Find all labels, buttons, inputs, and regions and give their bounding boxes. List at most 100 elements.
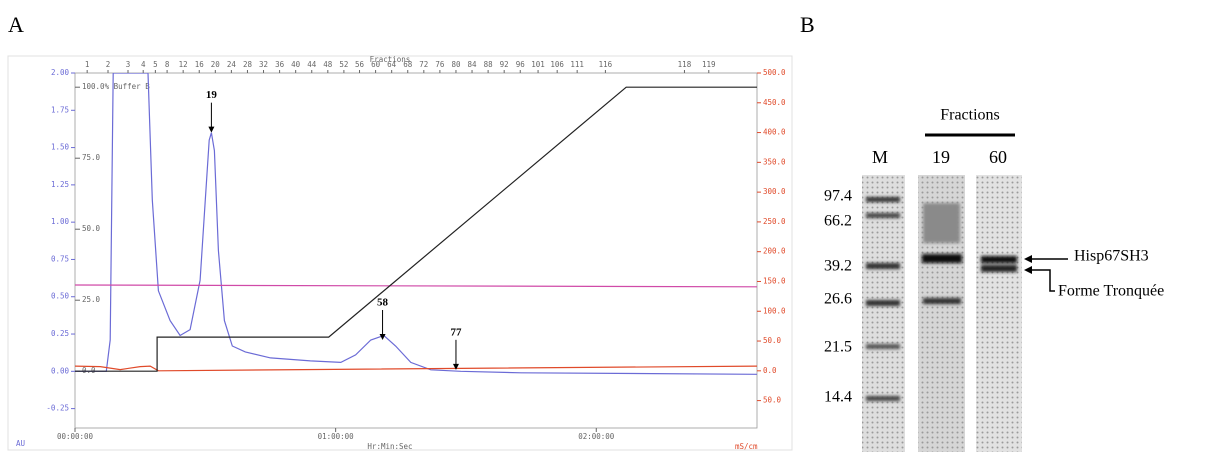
- arrowhead: [379, 333, 386, 340]
- y-tick-label: 1.50: [51, 143, 70, 152]
- y-tick-label: 1.00: [51, 217, 70, 226]
- fraction-label: 119: [702, 60, 716, 69]
- fraction-label: 60: [371, 60, 381, 69]
- arrowhead: [1024, 255, 1032, 263]
- series-line: [75, 73, 757, 375]
- fraction-label: 12: [179, 60, 188, 69]
- series-line: [75, 86, 757, 372]
- plot-area: [74, 72, 758, 429]
- fraction-label: 5: [153, 60, 158, 69]
- fraction-label: 3: [126, 60, 131, 69]
- annotation: 19: [206, 89, 218, 101]
- y2-tick-label: 200.0: [763, 247, 786, 256]
- fraction-label: 16: [195, 60, 205, 69]
- y-axis-title: AU: [16, 439, 25, 448]
- fraction-label: 111: [570, 60, 584, 69]
- y2-tick-label: 500.0: [763, 68, 786, 77]
- gel: Fractions M 19 60 Hisp67SH3 Forme Tron: [862, 107, 1164, 452]
- lane: [862, 175, 905, 452]
- y3-tick-label: 50.0: [82, 224, 101, 233]
- plot-lines: [75, 73, 757, 375]
- panel-label: A: [8, 12, 24, 37]
- marker-label: 26.6: [824, 291, 852, 308]
- y-tick-label: 0.50: [51, 292, 70, 301]
- marker-label: 97.4: [824, 188, 852, 205]
- fraction-label: 92: [500, 60, 509, 69]
- marker-label: 21.5: [824, 339, 852, 356]
- fraction-label: 36: [275, 60, 285, 69]
- y2-tick-label: 150.0: [763, 276, 786, 285]
- fraction-label: 118: [678, 60, 692, 69]
- y2-tick-label: 100.0: [763, 306, 786, 315]
- fraction-label: 88: [484, 60, 494, 69]
- fraction-label: 64: [387, 60, 397, 69]
- band-label: Forme Tronquée: [1058, 283, 1164, 300]
- fraction-label: 76: [435, 60, 445, 69]
- fraction-label: 1: [85, 60, 90, 69]
- marker-label: 66.2: [824, 213, 852, 230]
- lane-label: M: [872, 147, 888, 167]
- band-label: Hisp67SH3: [1074, 248, 1149, 265]
- y-tick-label: 0.00: [51, 366, 70, 375]
- y2-tick-label: 250.0: [763, 217, 786, 226]
- bands: [866, 197, 1017, 401]
- y-tick-label: 2.00: [51, 68, 70, 77]
- fraction-label: 28: [243, 60, 253, 69]
- y2-tick-label: 300.0: [763, 187, 786, 196]
- x-axis-title: Hr:Min:Sec: [367, 442, 412, 451]
- y2-tick-label: 0.0: [763, 366, 777, 375]
- series-line: [75, 284, 757, 288]
- y-tick-label: 0.25: [51, 329, 69, 338]
- y2-axis-title: mS/cm: [735, 442, 758, 451]
- series-line: [75, 365, 757, 372]
- fraction-label: 20: [211, 60, 221, 69]
- fraction-label: 52: [339, 60, 348, 69]
- fraction-label: 40: [291, 60, 301, 69]
- arrowhead: [452, 363, 459, 370]
- annotation: 58: [377, 297, 389, 309]
- x-tick-label: 00:00:00: [57, 432, 94, 441]
- fraction-label: 80: [451, 60, 461, 69]
- y2-tick-label: 50.0: [763, 336, 782, 345]
- lane-label: 60: [989, 147, 1007, 167]
- lane-label: 19: [932, 147, 950, 167]
- x-tick-label: 02:00:00: [578, 432, 615, 441]
- lane: [976, 175, 1022, 452]
- fraction-label: 106: [550, 60, 564, 69]
- fraction-label: 4: [141, 60, 146, 69]
- y2-tick-label: 400.0: [763, 128, 786, 137]
- marker-label: 39.2: [824, 258, 852, 275]
- y2-tick-label: 450.0: [763, 98, 786, 107]
- fraction-label: 72: [419, 60, 428, 69]
- x-tick-label: 01:00:00: [318, 432, 355, 441]
- fraction-label: 116: [599, 60, 613, 69]
- fraction-label: 2: [106, 60, 111, 69]
- fraction-title: Fractions: [370, 55, 411, 64]
- fraction-label: 56: [355, 60, 365, 69]
- gel-title: Fractions: [940, 107, 1000, 124]
- fraction-label: 24: [227, 60, 237, 69]
- panel-label: B: [800, 12, 815, 37]
- arrowhead: [208, 126, 215, 133]
- y-tick-label: 1.75: [51, 105, 69, 114]
- y-tick-label: 1.25: [51, 180, 69, 189]
- fraction-label: 84: [468, 60, 478, 69]
- arrow: [1026, 269, 1055, 292]
- y-tick-label: -0.25: [46, 404, 69, 413]
- y2-tick-label: 50.0: [763, 396, 782, 405]
- fraction-label: 96: [516, 60, 526, 69]
- fraction-label: 68: [403, 60, 413, 69]
- y3-tick-label: 25.0: [82, 295, 101, 304]
- y3-tick-label: 75.0: [82, 153, 101, 162]
- fraction-label: 48: [323, 60, 333, 69]
- y2-tick-label: 350.0: [763, 157, 786, 166]
- annotation: 77: [450, 326, 462, 338]
- marker-label: 14.4: [824, 389, 852, 406]
- arrowhead: [1024, 266, 1032, 274]
- y-tick-label: 0.75: [51, 254, 69, 263]
- fraction-label: 44: [307, 60, 317, 69]
- fraction-label: 32: [259, 60, 268, 69]
- chart-frame: [7, 55, 793, 451]
- fraction-label: 101: [531, 60, 545, 69]
